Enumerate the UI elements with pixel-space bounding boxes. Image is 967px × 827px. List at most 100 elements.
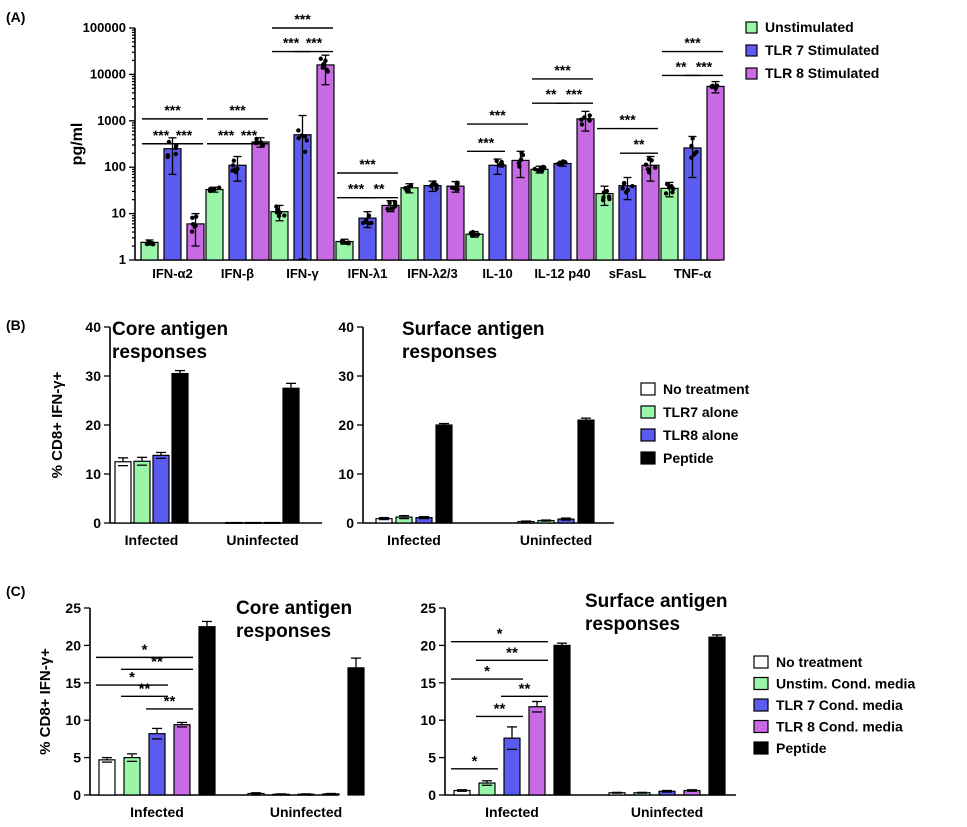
panel-a-data-point (694, 149, 699, 155)
panel-a-data-point (296, 135, 301, 141)
panel-a-significance-label: *** (153, 127, 170, 143)
panel-a-data-point (620, 186, 625, 191)
panel-c1-y-tick-label: 25 (65, 600, 81, 616)
panel-a-data-point (189, 229, 195, 234)
panel-a-significance-label: *** (306, 35, 323, 51)
panel-a-data-point (582, 115, 587, 120)
panel-a-data-point (669, 183, 674, 189)
panel-c1-y-tick-label: 5 (73, 750, 81, 766)
panel-a-bar (400, 187, 419, 261)
panel-b1-y-tick-label: 40 (85, 319, 101, 335)
panel-a-bar (446, 185, 465, 261)
panel-c2-legend-swatch (753, 698, 769, 712)
panel-a-data-point (579, 122, 585, 127)
panel-c1-significance-label: * (129, 669, 135, 686)
panel-a-data-point (663, 191, 669, 196)
panel-c1-bar (173, 724, 191, 796)
panel-c1-y-tick-label: 15 (65, 675, 81, 691)
panel-a-significance-label: *** (489, 107, 506, 123)
panel-c1-bar (123, 756, 141, 796)
panel-c1-significance-label: ** (151, 653, 163, 670)
panel-a-data-point (406, 188, 411, 194)
panel-a-data-point (339, 239, 345, 244)
panel-a-category-label: IL-10 (482, 266, 512, 281)
panel-c1-category-label: Uninfected (270, 804, 342, 820)
panel-b2-legend-entry: TLR7 alone (663, 404, 739, 420)
panel-b1-bar (225, 521, 243, 524)
panel-b1-bar (171, 372, 189, 524)
panel-a-bar (205, 188, 224, 261)
panel-c2-y-tick-label: 20 (420, 637, 436, 653)
panel-b1-y-tick-label: 30 (85, 368, 101, 384)
panel-b2-y-tick-label: 0 (346, 515, 354, 531)
panel-a-data-point (670, 190, 675, 195)
panel-a-data-point (630, 183, 635, 189)
panel-c2-y-tick-label: 15 (420, 675, 436, 691)
panel-a-data-point (455, 181, 460, 186)
panel-a-data-point (320, 65, 326, 70)
panel-c2-legend-entry: No treatment (776, 654, 863, 670)
panel-a-data-point (625, 187, 630, 193)
panel-a-significance-label: *** (554, 62, 571, 78)
panel-a-data-point (586, 117, 592, 122)
panel-b2-y-tick-label: 40 (338, 319, 354, 335)
panel-a-data-point (193, 223, 198, 228)
panel-a-data-point (323, 58, 328, 64)
panel-a-data-point (390, 206, 395, 211)
panel-a-data-point (190, 215, 195, 220)
panel-a-y-tick-label: 10 (112, 206, 126, 221)
panel-b1-title: Core antigen (112, 319, 228, 340)
panel-a-category-label: IFN-λ2/3 (407, 266, 458, 281)
panel-b1-label: (B) (6, 317, 25, 333)
panel-b1-bar (244, 521, 262, 524)
panel-a-y-axis-label: pg/ml (69, 123, 86, 166)
panel-a-category-label: IFN-β (221, 266, 254, 281)
panel-a-data-point (387, 200, 392, 206)
panel-c2-significance-label: * (497, 626, 503, 643)
panel-a-bar (381, 204, 400, 261)
panel-b2-legend-swatch (640, 405, 656, 419)
panel-a-significance-label: *** (241, 127, 258, 143)
panel-b2-legend-entry: Peptide (663, 450, 714, 466)
panel-b1-bar (133, 460, 151, 524)
panel-a-data-point (689, 143, 694, 149)
panel-a-label: (A) (6, 9, 25, 25)
panel-a-data-point (579, 117, 584, 122)
panel-c2-significance-label: ** (519, 680, 531, 697)
panel-b2-category-label: Infected (387, 532, 441, 548)
panel-c2-significance-label: * (484, 663, 490, 680)
panel-c2-legend-swatch (753, 655, 769, 669)
panel-a-data-point (709, 84, 714, 89)
panel-a-data-point (173, 145, 179, 151)
panel-a-data-point (690, 136, 695, 141)
panel-c1-significance-label: ** (139, 680, 151, 697)
panel-a-y-tick-label: 100 (104, 159, 126, 174)
panel-a-data-point (498, 161, 503, 166)
panel-a-category-label: IFN-γ (286, 266, 319, 281)
panel-b2-title: responses (402, 342, 497, 363)
panel-a-significance-label: *** (294, 11, 311, 27)
panel-a-data-point (304, 138, 310, 143)
panel-a-data-point (432, 180, 437, 185)
panel-a-data-point (520, 152, 526, 158)
panel-a-bar (660, 187, 679, 261)
panel-c1-bar (198, 626, 216, 796)
panel-c2-y-tick-label: 10 (420, 712, 436, 728)
panel-a-data-point (643, 162, 649, 167)
panel-a-data-point (296, 128, 301, 133)
panel-a-significance-label: *** (684, 35, 701, 51)
panel-a-data-point (532, 166, 537, 172)
panel-c1-title: responses (236, 621, 331, 642)
panel-a-legend-entry: Unstimulated (765, 19, 854, 35)
panel-c1-significance-label: * (142, 641, 148, 658)
panel-a-data-point (230, 163, 236, 168)
panel-c2-title: responses (585, 614, 680, 635)
panel-a-legend-swatch (745, 21, 758, 34)
panel-c1-y-tick-label: 20 (65, 637, 81, 653)
panel-b1-y-axis-label: % CD8+ IFN-γ+ (49, 371, 66, 478)
panel-b2-legend-entry: No treatment (663, 381, 750, 397)
panel-a-significance-label: *** (218, 127, 235, 143)
panel-b1-bar (114, 461, 132, 524)
panel-a-y-tick-label: 100000 (83, 20, 126, 35)
panel-c2-legend-swatch (753, 741, 769, 755)
